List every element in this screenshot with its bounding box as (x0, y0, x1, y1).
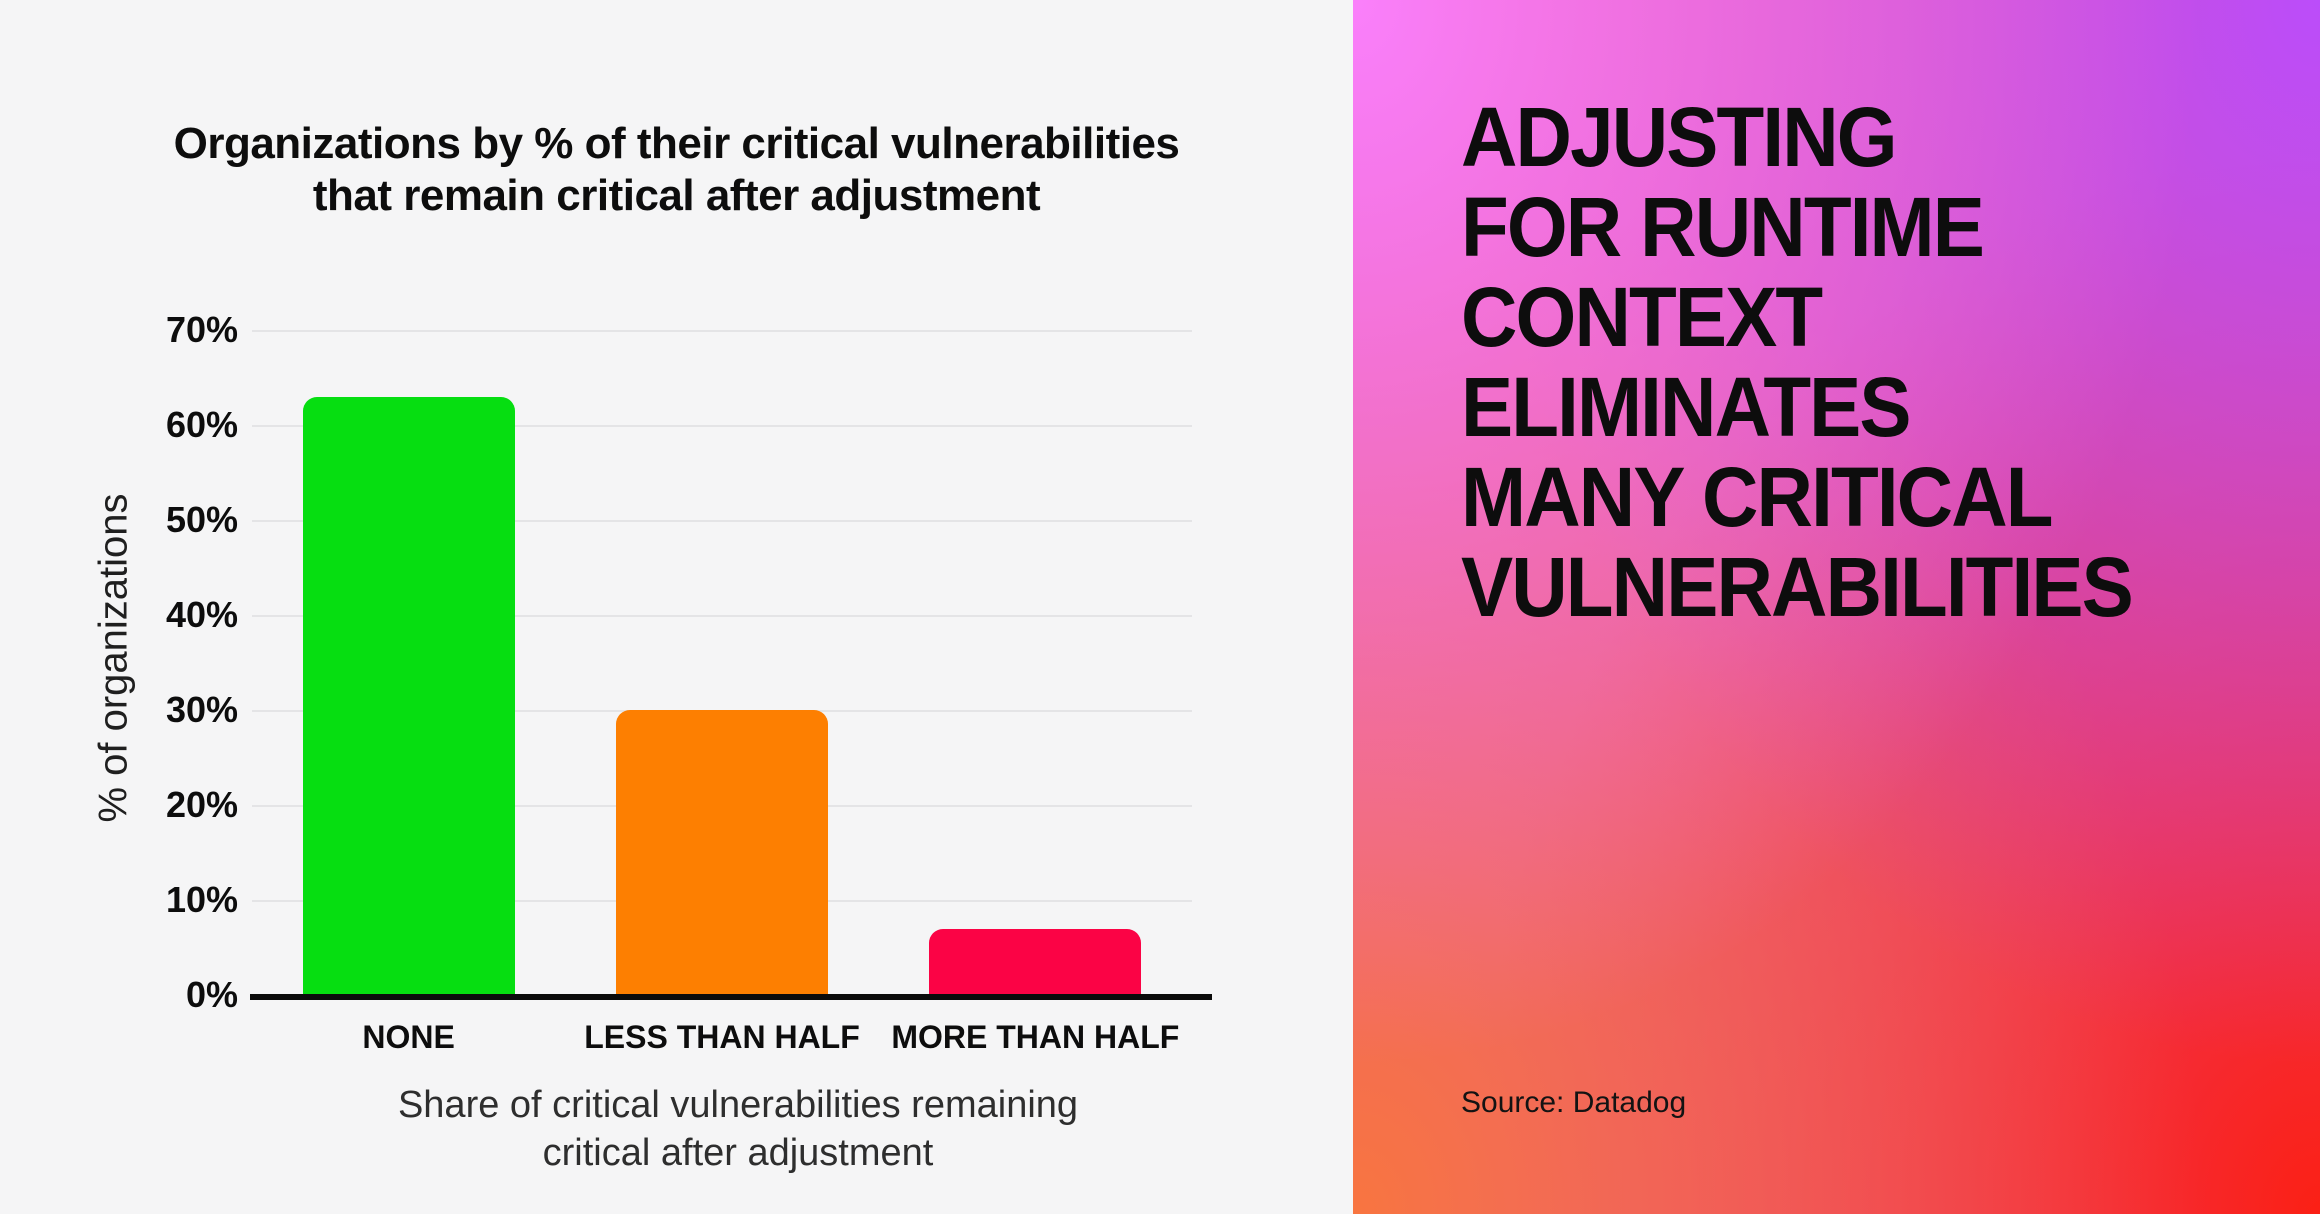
gridline-70 (252, 330, 1192, 332)
x-axis-title-line1: Share of critical vulnerabilities remain… (397, 1084, 1079, 1126)
y-tick-label-30: 30% (165, 689, 238, 730)
headline-line-3: CONTEXT (1461, 270, 1823, 364)
y-tick-label-40: 40% (165, 594, 238, 635)
headline-line-4: ELIMINATES (1461, 360, 1912, 454)
bar-more-than-half (929, 928, 1142, 995)
x-axis-title: Share of critical vulnerabilities remain… (398, 1082, 1078, 1177)
y-tick-label-70: 70% (165, 309, 238, 350)
headline-panel: ADJUSTING FOR RUNTIME CONTEXT ELIMINATES MAN… (1353, 0, 2320, 1214)
chart-title-line2: that remain critical after adjustment (312, 170, 1041, 220)
y-axis-label: % of organizations (91, 493, 136, 823)
chart-title: Organizations by % of their critical vul… (0, 118, 1353, 222)
bar-none (302, 396, 515, 995)
x-tick-label-less-than-half: LESS THAN HALF (584, 1019, 860, 1055)
plot-area: 0% 10% 20% 30% 40% 50% 60% 70% NONE LESS THAN HAL… (166, 309, 1212, 1055)
headline: ADJUSTING FOR RUNTIME CONTEXT ELIMINATES MAN… (1461, 90, 2134, 634)
y-tick-label-0: 0% (185, 974, 238, 1015)
y-tick-label-20: 20% (165, 784, 238, 825)
x-axis-title-line2: critical after adjustment (542, 1131, 934, 1174)
gridline-40 (252, 615, 1192, 617)
headline-line-1: ADJUSTING (1461, 90, 1898, 184)
chart-title-line1: Organizations by % of their critical vul… (173, 119, 1180, 168)
y-tick-label-50: 50% (165, 499, 238, 540)
x-tick-label-none: NONE (362, 1019, 455, 1055)
y-tick-label-10: 10% (165, 879, 238, 920)
x-axis-line (250, 994, 1212, 1000)
headline-line-5: MANY CRITICAL (1461, 450, 2053, 544)
y-tick-label-60: 60% (165, 404, 238, 445)
headline-line-2: FOR RUNTIME (1461, 180, 1985, 274)
gridline-50 (252, 520, 1192, 522)
source-credit: Source: Datadog (1461, 1086, 1687, 1119)
x-tick-label-more-than-half: MORE THAN HALF (891, 1019, 1180, 1055)
headline-line-6: VULNERABILITIES (1461, 540, 2134, 634)
gridline-60 (252, 425, 1192, 427)
bar-less-than-half (616, 710, 828, 995)
chart-panel: Organizations by % of their critical vul… (0, 118, 1353, 1177)
